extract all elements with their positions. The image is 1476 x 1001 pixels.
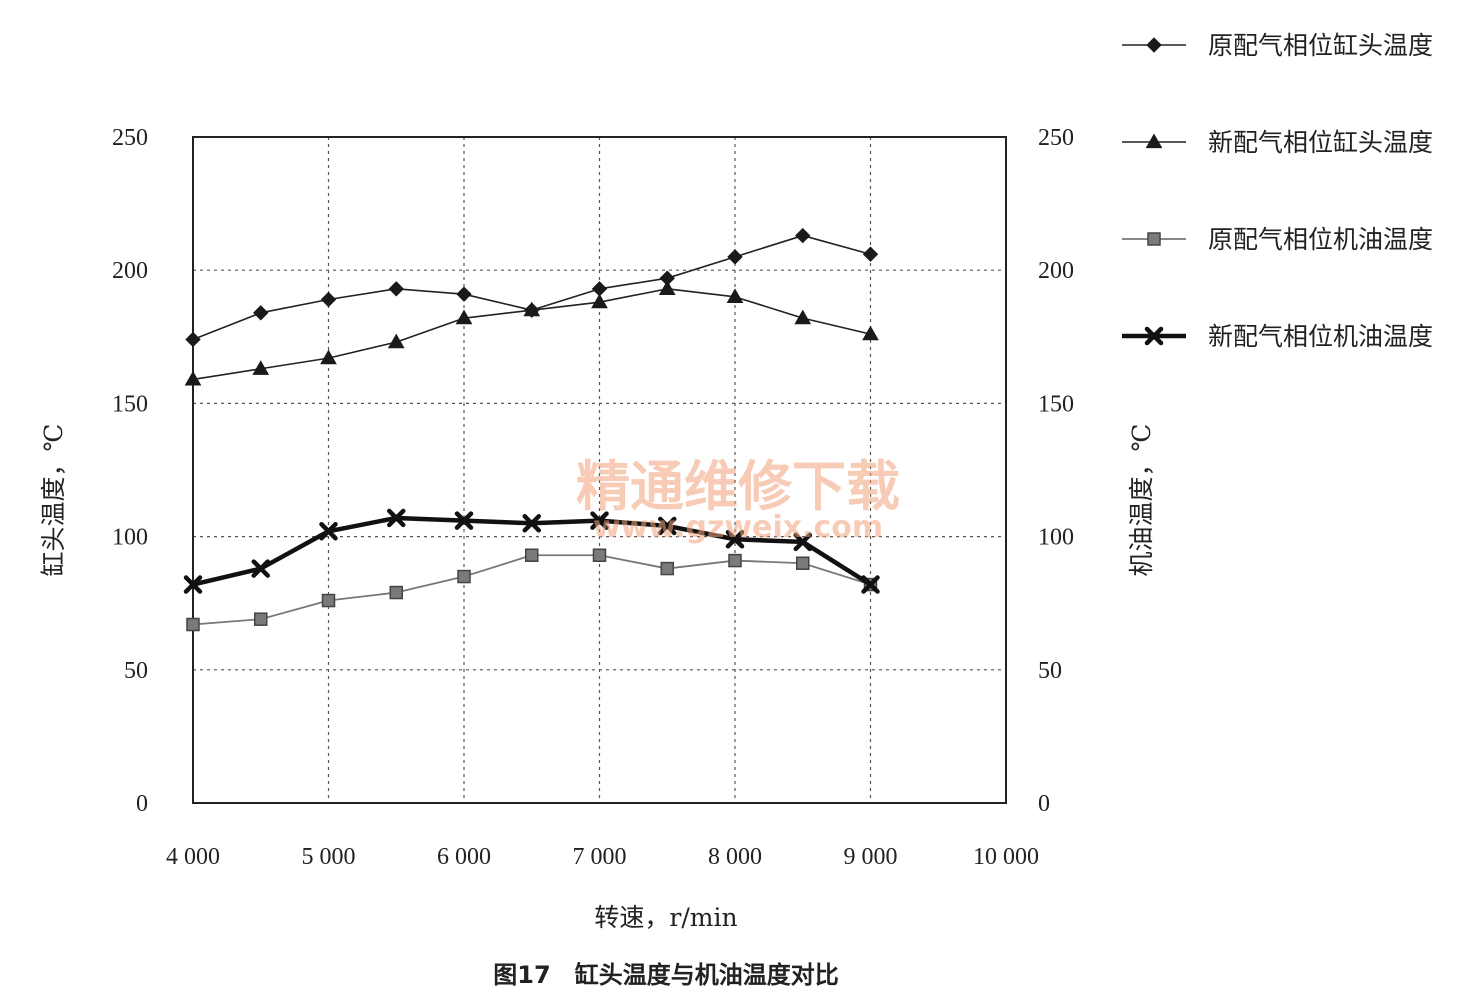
x-tick-label: 5 000 [302,844,356,870]
data-point [320,349,337,365]
series-1 [185,227,879,348]
legend-item: 新配气相位缸头温度 [1122,128,1433,157]
data-point [252,360,270,375]
data-point [658,516,677,536]
data-point [796,556,810,570]
data-point [523,301,541,317]
y-axis-ticks: 0 50 100 150 200 250 [112,125,148,817]
series-layer [183,227,880,632]
figure-caption: 图17 缸头温度与机油温度对比 [493,961,838,989]
series-line [192,554,871,626]
watermark-text: 精通维修下载 [576,455,900,518]
data-point [725,530,745,549]
data-point [455,309,473,325]
y-tick-label: 150 [112,391,148,417]
data-point [793,532,812,552]
data-point [592,548,607,562]
y-tick-label: 200 [112,258,148,284]
data-point [183,575,203,594]
data-point [861,575,880,594]
legend-item: 原配气相位缸头温度 [1122,31,1433,60]
y2-tick-label: 150 [1038,391,1074,417]
data-point [457,569,471,584]
data-point [795,227,811,244]
legend-swatch-marker [1144,326,1164,346]
plot-frame [192,136,1007,804]
y2-tick-label: 250 [1038,125,1074,151]
data-point [254,612,268,626]
data-point [728,553,742,568]
y2-tick-label: 200 [1038,258,1074,284]
x-tick-label: 6 000 [437,844,491,870]
data-point [862,246,879,262]
data-point [389,585,403,600]
data-point [185,331,201,348]
legend-swatch-marker [1146,37,1162,53]
y-tick-label: 250 [112,125,148,151]
chart-grid [193,137,1006,803]
data-point [387,333,405,349]
data-point [726,288,744,303]
data-point [320,291,337,308]
legend-label: 原配气相位机油温度 [1208,225,1433,254]
y-tick-label: 100 [112,525,148,551]
legend-label: 原配气相位缸头温度 [1208,31,1433,60]
x-tick-label: 10 000 [973,844,1039,870]
data-point [251,559,270,578]
legend-swatch-marker [1147,232,1161,246]
data-point [454,511,474,530]
x-axis-title: 转速，r/min [594,903,737,932]
data-point [388,281,404,297]
series-line [192,234,871,341]
y2-tick-label: 0 [1038,791,1050,817]
y2-tick-label: 50 [1038,658,1062,684]
data-point [727,249,743,265]
legend-label: 新配气相位缸头温度 [1208,128,1433,157]
y-tick-label: 50 [124,658,148,684]
data-point [794,309,812,325]
data-point [186,617,200,632]
x-axis-ticks: 4 000 5 000 6 000 7 000 8 000 9 000 10 000 [166,844,1039,870]
x-tick-label: 4 000 [166,844,220,870]
x-tick-label: 7 000 [573,844,627,870]
data-point [862,325,879,341]
series-3 [186,548,878,632]
data-point [387,508,406,528]
data-point [590,511,609,530]
watermark-url: www.gzweix.com [593,510,883,545]
legend-item: 原配气相位机油温度 [1122,225,1433,254]
data-point [525,548,539,562]
data-point [253,305,269,321]
y-axis-title: 缸头温度，℃ [39,424,68,577]
series-2 [184,280,879,386]
data-point [184,370,202,386]
data-point [522,514,541,533]
data-point [319,522,338,541]
x-tick-label: 9 000 [844,844,898,870]
data-point [591,293,608,309]
series-4 [183,508,880,594]
data-point [456,286,472,302]
x-tick-label: 8 000 [708,844,762,870]
legend-swatch-marker [1145,133,1163,149]
y2-tick-label: 100 [1038,525,1074,551]
y2-axis-ticks: 0 50 100 150 200 250 [1038,125,1074,817]
y2-axis-title: 机油温度，℃ [1127,424,1156,577]
data-point [321,593,336,608]
data-point [660,561,674,576]
legend-item: 新配气相位机油温度 [1122,322,1433,351]
legend-label: 新配气相位机油温度 [1208,322,1433,351]
y-tick-label: 0 [136,791,148,817]
data-point [658,280,676,295]
